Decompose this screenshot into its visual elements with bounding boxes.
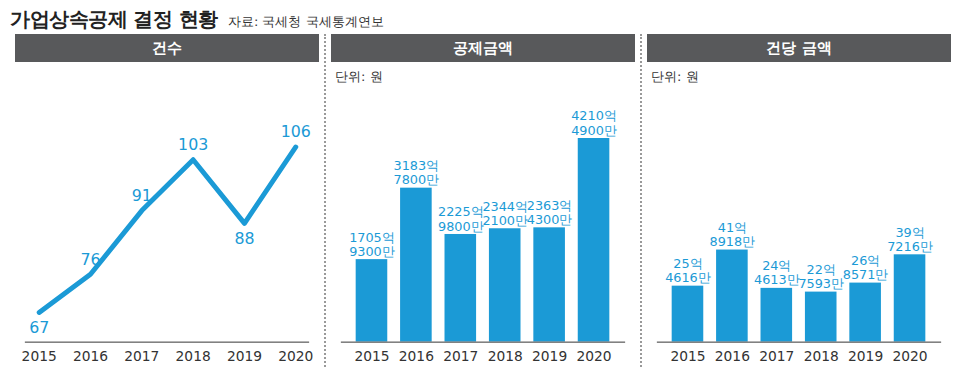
svg-text:2015: 2015 bbox=[354, 348, 389, 364]
svg-text:41억8918만: 41억8918만 bbox=[710, 220, 756, 249]
svg-text:91: 91 bbox=[132, 186, 152, 205]
svg-text:76: 76 bbox=[80, 249, 100, 268]
svg-text:2020: 2020 bbox=[892, 348, 927, 364]
html-text:건수: 건수 bbox=[152, 39, 182, 57]
svg-text:3183억7800만: 3183억7800만 bbox=[394, 158, 440, 187]
svg-text:2225억9800만: 2225억9800만 bbox=[438, 204, 484, 233]
svg-text:22억7593만: 22억7593만 bbox=[798, 262, 844, 291]
html-text:가업상속공제 결정 현황: 가업상속공제 결정 현황 bbox=[10, 7, 218, 31]
svg-text:67: 67 bbox=[29, 318, 49, 337]
svg-text:24억4613만: 24억4613만 bbox=[754, 258, 800, 287]
svg-text:2020: 2020 bbox=[278, 348, 313, 364]
svg-text:2363억4300만: 2363억4300만 bbox=[527, 198, 573, 227]
svg-text:2015: 2015 bbox=[670, 348, 705, 364]
svg-text:2344억2100만: 2344억2100만 bbox=[482, 199, 528, 228]
svg-text:2018: 2018 bbox=[176, 348, 211, 364]
svg-text:2016: 2016 bbox=[73, 348, 108, 364]
svg-text:2016: 2016 bbox=[715, 348, 750, 364]
svg-text:2017: 2017 bbox=[124, 348, 159, 364]
svg-text:2017: 2017 bbox=[443, 348, 478, 364]
svg-text:2017: 2017 bbox=[759, 348, 794, 364]
svg-text:2019: 2019 bbox=[532, 348, 567, 364]
svg-text:88: 88 bbox=[234, 229, 254, 248]
svg-text:4210억4900만: 4210억4900만 bbox=[571, 108, 617, 137]
html-text:단위: 원: 단위: 원 bbox=[651, 69, 699, 84]
svg-text:25억4616만: 25억4616만 bbox=[665, 256, 711, 285]
svg-text:2015: 2015 bbox=[22, 348, 57, 364]
svg-text:2016: 2016 bbox=[399, 348, 434, 364]
svg-text:26억8571만: 26억8571만 bbox=[843, 253, 889, 282]
html-text:건당 금액: 건당 금액 bbox=[766, 39, 832, 57]
svg-text:2018: 2018 bbox=[804, 348, 839, 364]
html-text:공제금액: 공제금액 bbox=[453, 39, 513, 57]
svg-text:1705억9300만: 1705억9300만 bbox=[349, 230, 395, 259]
svg-text:2020: 2020 bbox=[576, 348, 611, 364]
svg-text:2019: 2019 bbox=[227, 348, 262, 364]
svg-text:106: 106 bbox=[281, 122, 311, 141]
svg-text:2019: 2019 bbox=[848, 348, 883, 364]
svg-text:103: 103 bbox=[178, 135, 208, 154]
svg-text:39억7216만: 39억7216만 bbox=[887, 225, 933, 254]
html-text:자료: 국세청 국세통계연보: 자료: 국세청 국세통계연보 bbox=[227, 14, 384, 29]
svg-text:2018: 2018 bbox=[488, 348, 523, 364]
html-text:단위: 원: 단위: 원 bbox=[335, 69, 383, 84]
